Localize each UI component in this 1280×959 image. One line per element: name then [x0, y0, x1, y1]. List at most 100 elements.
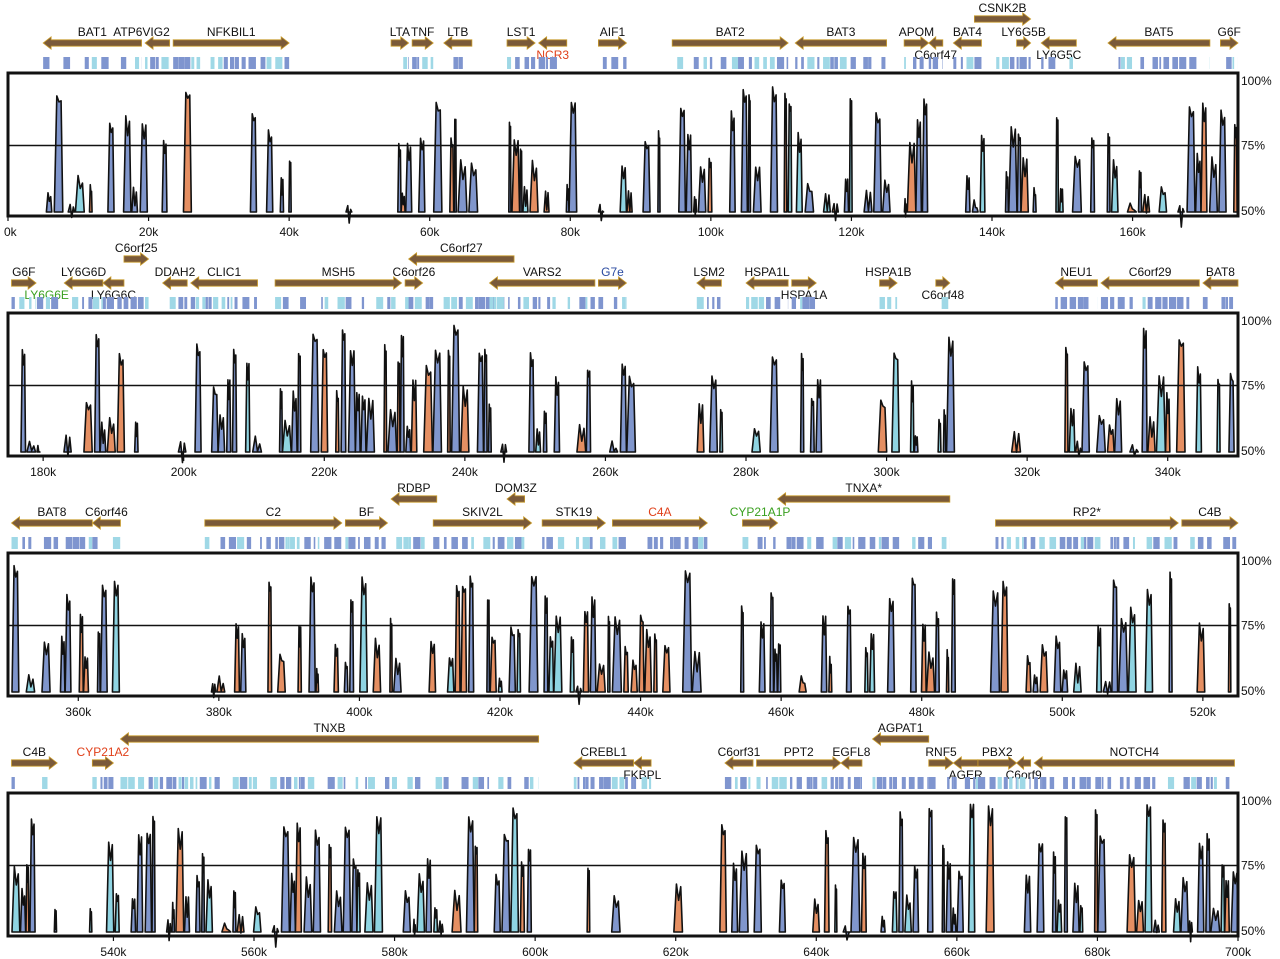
peak [778, 879, 787, 933]
tick-label: 560k [241, 945, 268, 959]
exon-block [471, 537, 474, 549]
exon-block [1179, 57, 1187, 69]
exon-block [1094, 537, 1101, 549]
exon-block [839, 777, 841, 789]
exon-block [887, 297, 892, 309]
exon-block [376, 297, 384, 309]
peak [175, 827, 185, 933]
exon-block [1034, 777, 1038, 789]
exon-block [692, 537, 699, 549]
peak [130, 897, 137, 933]
exon-block [796, 777, 802, 789]
exon-block [507, 537, 514, 549]
peak [522, 185, 529, 213]
peak [677, 107, 687, 213]
exon-block [773, 537, 776, 549]
tick-label: 380k [206, 705, 233, 719]
exon-block [403, 537, 409, 549]
gene-arrow-vars2 [488, 275, 596, 291]
gene-arrow-hspa1b [879, 275, 898, 291]
exon-block [863, 57, 868, 69]
exon-block [538, 57, 546, 69]
exon-block [489, 297, 494, 309]
gene-arrow-rnf5 [928, 755, 954, 771]
peak [1071, 155, 1083, 213]
peak [451, 889, 462, 933]
exon-block [531, 57, 536, 69]
peak [1023, 874, 1032, 933]
tick-label: 260k [592, 465, 619, 479]
peak [519, 148, 523, 213]
exon-block [1186, 297, 1190, 309]
peak [500, 443, 508, 464]
peak [751, 427, 762, 453]
exon-block [552, 297, 556, 309]
exon-block [414, 777, 421, 789]
exon-block [1009, 777, 1013, 789]
exon-block [813, 777, 818, 789]
peak [752, 166, 762, 213]
exon-block [1225, 777, 1230, 789]
exon-block [532, 297, 538, 309]
gene-arrow-pbx2 [977, 755, 1018, 771]
peak [1004, 171, 1010, 213]
peak [934, 611, 941, 693]
exon-block [1041, 57, 1044, 69]
exon-block [1226, 57, 1232, 69]
peak [607, 615, 611, 693]
plot-frame [6, 71, 1240, 218]
exon-block [1019, 57, 1027, 69]
exon-block [557, 537, 565, 549]
gene-label: BAT2 [716, 25, 745, 39]
tick-label: 420k [487, 705, 514, 719]
tick-label: 320k [1014, 465, 1041, 479]
gene-arrow-c6orf31 [724, 755, 754, 771]
exon-block [451, 537, 458, 549]
peak [534, 428, 542, 453]
peak [372, 637, 382, 693]
tick-label: 160k [1120, 225, 1147, 239]
peak [105, 841, 115, 933]
exon-block [1086, 777, 1091, 789]
tick-label: 340k [1155, 465, 1182, 479]
gene-label: LTB [447, 25, 468, 39]
exon-block [1132, 537, 1135, 549]
conservation-peaks [20, 324, 1235, 464]
peak [787, 103, 793, 213]
exon-block [221, 297, 226, 309]
exon-track [11, 777, 1230, 789]
exon-block [844, 537, 852, 549]
exon-block [951, 777, 954, 789]
exon-block [927, 777, 929, 789]
exon-block [740, 777, 747, 789]
peak [1208, 156, 1219, 213]
exon-block [602, 57, 607, 69]
gene-arrow-rp2 [995, 515, 1179, 531]
exon-block [724, 777, 732, 789]
peak [877, 399, 888, 453]
peak [1147, 416, 1156, 453]
exon-block [1030, 537, 1036, 549]
exon-block [92, 777, 97, 789]
exon-block [72, 297, 79, 309]
exon-block [112, 537, 121, 549]
gene-label: G6F [1218, 25, 1241, 39]
exon-block [1079, 777, 1087, 789]
peak [432, 349, 443, 453]
exon-block [260, 537, 262, 549]
exon-block [117, 297, 122, 309]
gene-label: TNXB [314, 721, 346, 735]
gene-label: PPT2 [784, 745, 814, 759]
exon-block [88, 537, 93, 549]
peak [1205, 832, 1211, 933]
peak [1180, 876, 1190, 933]
exon-block [529, 777, 534, 789]
gene-label: C6orf47 [914, 48, 957, 62]
exon-block [296, 537, 300, 549]
exon-block [248, 777, 252, 789]
exon-block [161, 57, 169, 69]
exon-block [420, 537, 425, 549]
exon-block [242, 297, 250, 309]
peak [1056, 899, 1063, 933]
